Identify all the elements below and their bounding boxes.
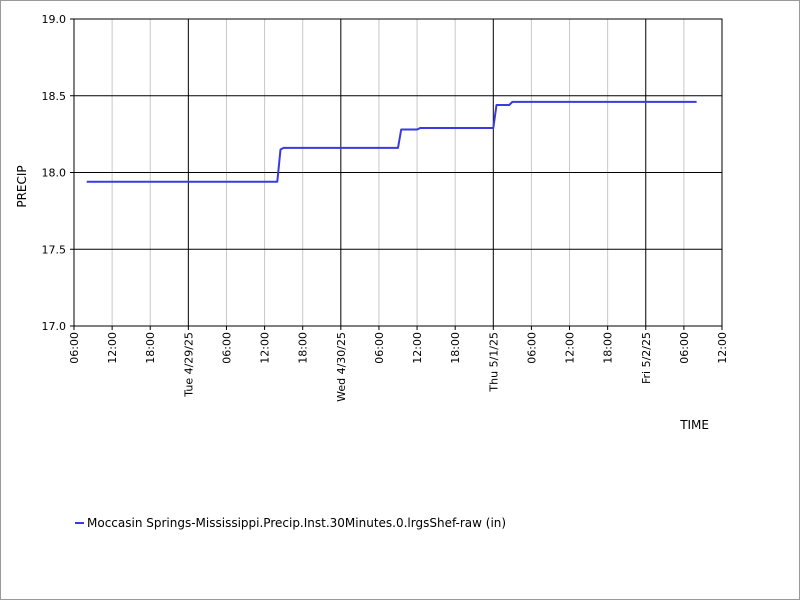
x-tick-label: 18:00 xyxy=(297,332,310,364)
x-axis-title: TIME xyxy=(679,418,709,432)
x-tick-label: 06:00 xyxy=(525,332,538,364)
y-tick-label: 17.5 xyxy=(42,243,67,256)
x-axis-ticks: 06:00 12:00 18:00 Tue 4/29/25 06:00 12:00 18:0… xyxy=(68,326,729,402)
y-axis-title: PRECIP xyxy=(15,165,29,207)
x-tick-label: Tue 4/29/25 xyxy=(182,332,195,398)
x-tick-label: 12:00 xyxy=(259,332,272,364)
x-tick-label: 06:00 xyxy=(678,332,691,364)
major-gridlines xyxy=(74,19,722,326)
x-tick-label: 06:00 xyxy=(68,332,81,364)
x-tick-label: 12:00 xyxy=(106,332,119,364)
x-tick-label: Wed 4/30/25 xyxy=(335,332,348,402)
y-tick-label: 17.0 xyxy=(42,320,67,333)
x-tick-label: 18:00 xyxy=(602,332,615,364)
x-tick-label: 12:00 xyxy=(564,332,577,364)
x-tick-label: Fri 5/2/25 xyxy=(640,332,653,384)
series-layer xyxy=(86,100,697,183)
x-tick-label: 06:00 xyxy=(373,332,386,364)
legend: Moccasin Springs-Mississippi.Precip.Inst… xyxy=(75,516,506,530)
x-tick-label: 12:00 xyxy=(716,332,729,364)
y-tick-label: 18.5 xyxy=(42,90,67,103)
y-tick-label: 19.0 xyxy=(42,13,67,26)
x-tick-label: 12:00 xyxy=(411,332,424,364)
series-line xyxy=(86,100,697,183)
y-axis-ticks: 17.0 17.5 18.0 18.5 19.0 xyxy=(42,13,74,333)
y-tick-label: 18.0 xyxy=(42,167,67,180)
x-tick-label: 06:00 xyxy=(220,332,233,364)
x-tick-label: 18:00 xyxy=(449,332,462,364)
legend-label: Moccasin Springs-Mississippi.Precip.Inst… xyxy=(87,516,506,530)
x-tick-label: 18:00 xyxy=(144,332,157,364)
x-tick-label: Thu 5/1/25 xyxy=(487,332,500,393)
